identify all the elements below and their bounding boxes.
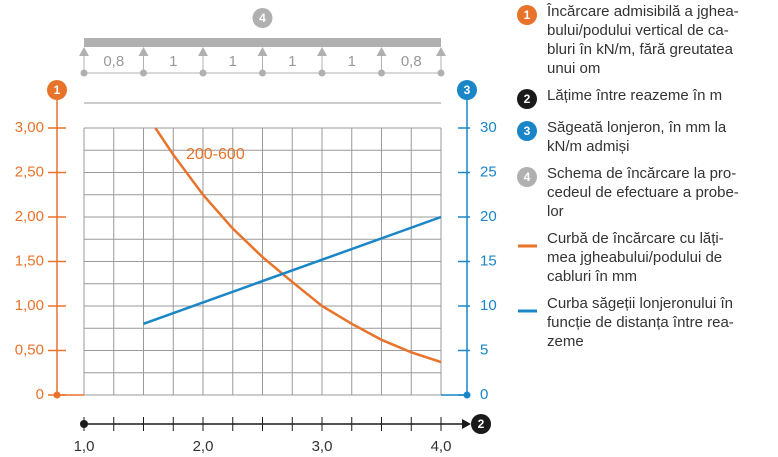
legend-text: funcție de distanța între rea- [547, 314, 734, 331]
marker-badge [471, 414, 491, 434]
x-axis-arrow [462, 419, 471, 429]
span-label: 0,8 [401, 53, 422, 70]
series-line [143, 215, 442, 325]
marker-badge [47, 80, 67, 100]
y-tick-label: 3,00 [15, 119, 44, 136]
legend-text: Schema de încărcare la pro- [547, 165, 736, 182]
y-tick-label: 1,00 [15, 297, 44, 314]
y-tick-label: 1,50 [15, 252, 44, 269]
y-tick-label: 0 [36, 386, 44, 403]
span-label: 1 [348, 53, 356, 70]
support [138, 47, 149, 56]
marker-number: 4 [259, 11, 266, 25]
legend-text: Săgeată lonjeron, în mm la [547, 119, 727, 136]
marker-number: 3 [524, 124, 531, 138]
legend-text: kN/m admiși [547, 138, 630, 155]
series-line [154, 127, 442, 364]
support [257, 47, 268, 56]
marker-number: 1 [524, 8, 531, 22]
y2-tick-label: 10 [480, 297, 497, 314]
support [198, 47, 208, 56]
support [436, 47, 446, 56]
load-bar [84, 38, 441, 47]
y2-tick-label: 5 [480, 341, 488, 358]
y2-tick-label: 20 [480, 208, 497, 225]
marker-number: 3 [464, 83, 471, 97]
span-label: 1 [169, 53, 177, 70]
span-label: 1 [288, 53, 296, 70]
legend-text: mea jgheabului/podului de [547, 249, 722, 266]
legend-text: Încărcare admisibilă a jghea- [546, 3, 739, 20]
x-tick-label: 2,0 [193, 438, 214, 455]
legend-text: cedeul de efectuare a probe- [547, 184, 739, 201]
y-tick-label: 2,50 [15, 163, 44, 180]
legend-text: Curbă de încărcare cu lăți- [547, 230, 724, 247]
marker-number: 2 [524, 92, 531, 106]
legend-text: unui om [547, 60, 600, 77]
span-label: 0,8 [103, 53, 124, 70]
x-tick-label: 3,0 [312, 438, 333, 455]
span-label: 1 [229, 53, 237, 70]
legend-text: zeme [547, 333, 584, 350]
x-tick-label: 4,0 [431, 438, 452, 455]
legend-text: bului/podului vertical de ca- [547, 22, 729, 39]
legend-text: cabluri în mm [547, 268, 637, 285]
y2-tick-label: 25 [480, 163, 497, 180]
marker-badge [517, 89, 537, 109]
marker-badge [517, 167, 537, 187]
legend-text: Lățime între reazeme în m [547, 87, 722, 104]
y-tick-label: 2,00 [15, 208, 44, 225]
support [376, 47, 387, 56]
y-tick-label: 0,50 [15, 341, 44, 358]
series-label: 200-600 [186, 146, 245, 163]
legend-text: lor [547, 203, 564, 220]
legend-text: Curba săgeții lonjeronului în [547, 295, 733, 312]
marker-number: 1 [54, 83, 61, 97]
legend-text: bluri în kN/m, fără greutatea [547, 41, 734, 58]
marker-badge [517, 5, 537, 25]
marker-badge [457, 80, 477, 100]
marker-number: 2 [478, 417, 485, 431]
support [317, 47, 327, 56]
marker-badge [517, 121, 537, 141]
support [79, 47, 89, 56]
x-tick-label: 1,0 [74, 438, 95, 455]
y2-tick-label: 30 [480, 119, 497, 136]
y2-tick-label: 0 [480, 386, 488, 403]
marker-badge [252, 8, 273, 28]
marker-number: 4 [524, 170, 531, 184]
y2-tick-label: 15 [480, 252, 497, 269]
